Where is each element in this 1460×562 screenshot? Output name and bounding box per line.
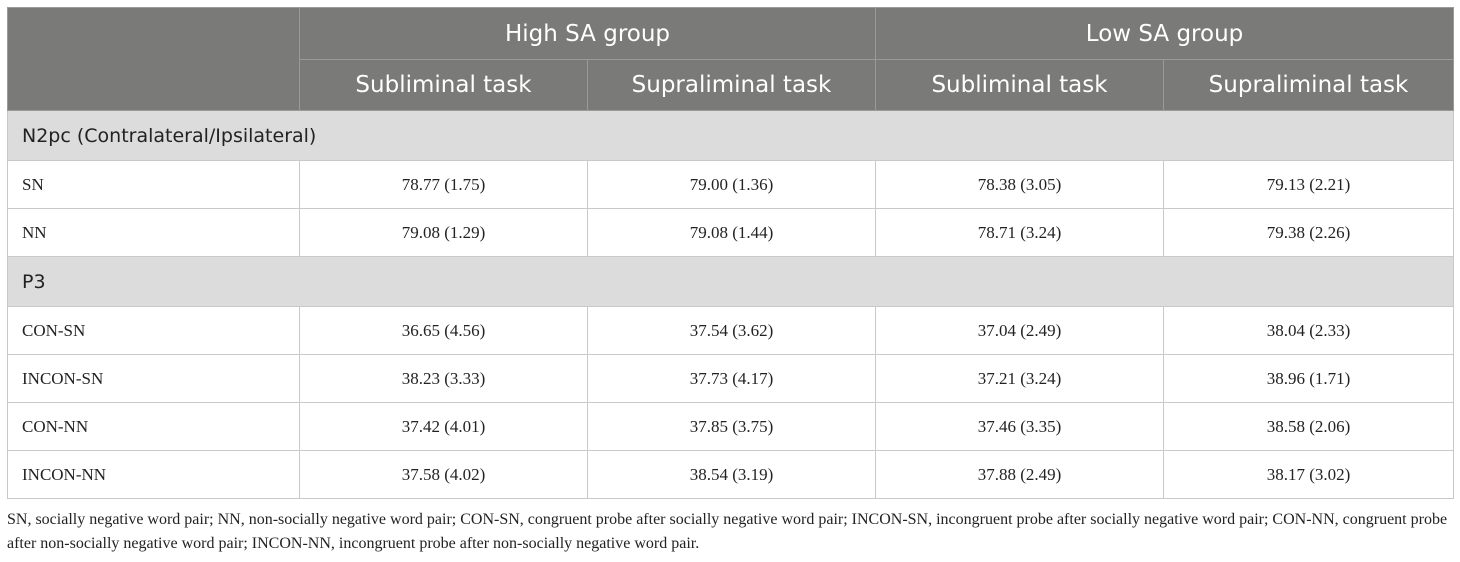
table-cell: 37.58 (4.02): [299, 450, 588, 499]
table-cell: 79.00 (1.36): [586, 160, 877, 209]
header-task-cell: Subliminal task: [299, 59, 588, 111]
table-cell: 38.17 (3.02): [1163, 450, 1455, 499]
table-cell: 36.65 (4.56): [299, 306, 588, 355]
table-cell: 37.73 (4.17): [586, 354, 877, 403]
table-cell: 37.46 (3.35): [875, 402, 1165, 451]
table-row: CON-SN 36.65 (4.56) 37.54 (3.62) 37.04 (…: [7, 306, 1455, 355]
table-header: High SA group Low SA group Subliminal ta…: [7, 7, 1455, 111]
row-label: INCON-SN: [7, 354, 300, 403]
table-cell: 37.04 (2.49): [875, 306, 1165, 355]
header-task-cell: Supraliminal task: [586, 59, 877, 111]
table-body: N2pc (Contralateral/Ipsilateral) SN 78.7…: [6, 110, 1455, 499]
table-cell: 78.77 (1.75): [299, 160, 588, 209]
section-title: P3: [6, 256, 1455, 307]
row-label: INCON-NN: [7, 450, 300, 499]
table-cell: 78.38 (3.05): [875, 160, 1165, 209]
table-cell: 79.08 (1.44): [586, 208, 877, 257]
header-task-cell: Supraliminal task: [1163, 59, 1455, 111]
table-cell: 37.85 (3.75): [586, 402, 877, 451]
section-row: N2pc (Contralateral/Ipsilateral): [6, 110, 1455, 161]
table-row: SN 78.77 (1.75) 79.00 (1.36) 78.38 (3.05…: [7, 160, 1455, 209]
table-cell: 38.58 (2.06): [1163, 402, 1455, 451]
table-cell: 37.88 (2.49): [875, 450, 1165, 499]
table-row: NN 79.08 (1.29) 79.08 (1.44) 78.71 (3.24…: [7, 208, 1455, 257]
header-corner-cell: [7, 7, 300, 111]
header-group-high: High SA group: [298, 7, 877, 60]
table-row: INCON-SN 38.23 (3.33) 37.73 (4.17) 37.21…: [7, 354, 1455, 403]
table-cell: 37.54 (3.62): [586, 306, 877, 355]
table-cell: 79.13 (2.21): [1163, 160, 1455, 209]
table-cell: 38.54 (3.19): [586, 450, 877, 499]
table-container: High SA group Low SA group Subliminal ta…: [6, 7, 1455, 499]
table-cell: 38.04 (2.33): [1163, 306, 1455, 355]
row-label: CON-NN: [7, 402, 300, 451]
header-task-cell: Subliminal task: [875, 59, 1165, 111]
table-footnote: SN, socially negative word pair; NN, non…: [7, 511, 1448, 552]
table-row: CON-NN 37.42 (4.01) 37.85 (3.75) 37.46 (…: [7, 402, 1455, 451]
results-table: High SA group Low SA group Subliminal ta…: [6, 7, 1455, 499]
row-label: CON-SN: [7, 306, 300, 355]
table-row: INCON-NN 37.58 (4.02) 38.54 (3.19) 37.88…: [7, 450, 1455, 499]
row-label: NN: [7, 208, 300, 257]
table-cell: 38.96 (1.71): [1163, 354, 1455, 403]
header-task-row: Subliminal task Supraliminal task Sublim…: [8, 59, 1455, 111]
section-row: P3: [6, 256, 1455, 307]
header-group-low: Low SA group: [875, 7, 1455, 60]
table-cell: 79.08 (1.29): [299, 208, 588, 257]
table-cell: 38.23 (3.33): [299, 354, 588, 403]
table-cell: 37.21 (3.24): [875, 354, 1165, 403]
section-title: N2pc (Contralateral/Ipsilateral): [6, 110, 1455, 161]
table-cell: 37.42 (4.01): [299, 402, 588, 451]
table-cell: 78.71 (3.24): [875, 208, 1165, 257]
row-label: SN: [7, 160, 300, 209]
header-group-row: High SA group Low SA group: [7, 7, 1455, 111]
table-cell: 79.38 (2.26): [1163, 208, 1455, 257]
